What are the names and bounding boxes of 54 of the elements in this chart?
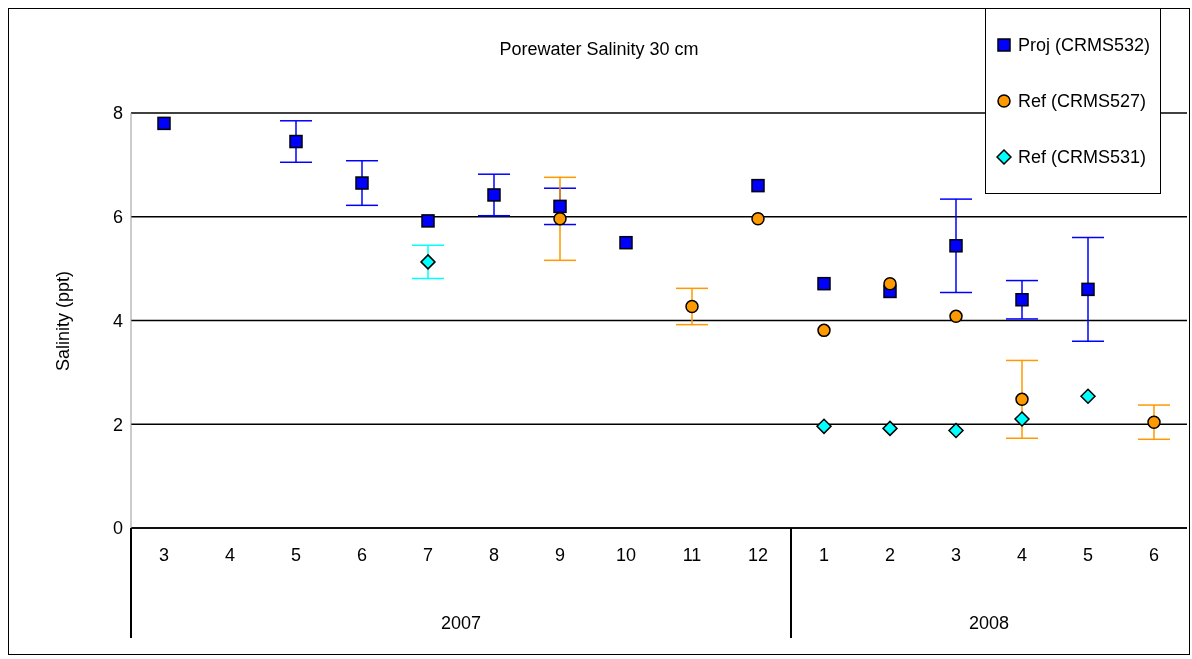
x-tick-label: 7 (422, 544, 434, 565)
x-tick-label: 4 (1016, 544, 1028, 565)
point (1080, 388, 1096, 404)
point (1015, 293, 1029, 307)
legend-label: Proj (CRMS532) (1016, 33, 1150, 57)
x-tick-label: 2 (884, 544, 896, 565)
point (289, 134, 303, 149)
point (420, 254, 436, 270)
point (1147, 415, 1161, 429)
x-tick-label: 5 (290, 544, 302, 565)
y-tick-label: 8 (112, 103, 123, 124)
x-tick-label: 4 (224, 544, 236, 565)
point (949, 309, 963, 324)
y-axis-title: Salinity (ppt) (52, 270, 74, 372)
point (157, 116, 171, 131)
point (421, 214, 435, 228)
chart-title: Porewater Salinity 30 cm (499, 39, 699, 59)
text: 2008 (968, 613, 1010, 634)
point (948, 422, 964, 439)
point (949, 239, 963, 253)
y-tick-label: 4 (112, 310, 123, 331)
point (816, 418, 832, 435)
x-tick-label: 3 (158, 544, 170, 565)
point (1014, 411, 1030, 427)
x-tick-label: 10 (615, 544, 637, 565)
x-tick-label: 9 (554, 544, 566, 565)
point (487, 188, 501, 202)
x-tick-label: 3 (950, 544, 962, 565)
point (883, 276, 897, 291)
point (817, 323, 831, 338)
point (685, 299, 699, 314)
point (553, 212, 567, 226)
x-tick-label: 8 (488, 544, 500, 565)
point (1015, 392, 1029, 407)
point (882, 420, 898, 437)
x-tick-label: 5 (1082, 544, 1094, 565)
x-tick-label: 1 (818, 544, 830, 565)
point (751, 212, 765, 226)
x-tick-label: 6 (1148, 544, 1160, 565)
point (817, 276, 831, 291)
point (1081, 282, 1095, 297)
y-tick-label: 6 (112, 207, 123, 228)
y-tick-label: 0 (112, 518, 123, 539)
y-tick-label: 2 (112, 414, 123, 435)
x-tick-label: 12 (747, 544, 769, 565)
x-tick-label: 11 (682, 544, 702, 565)
point (553, 199, 567, 214)
point (751, 178, 765, 193)
point (355, 176, 369, 190)
legend-label: Ref (CRMS531) (1016, 145, 1147, 169)
legend-label: Ref (CRMS527) (1016, 89, 1147, 113)
x-tick-label: 6 (356, 544, 368, 565)
text: 2007 (440, 613, 482, 634)
point (619, 235, 633, 250)
